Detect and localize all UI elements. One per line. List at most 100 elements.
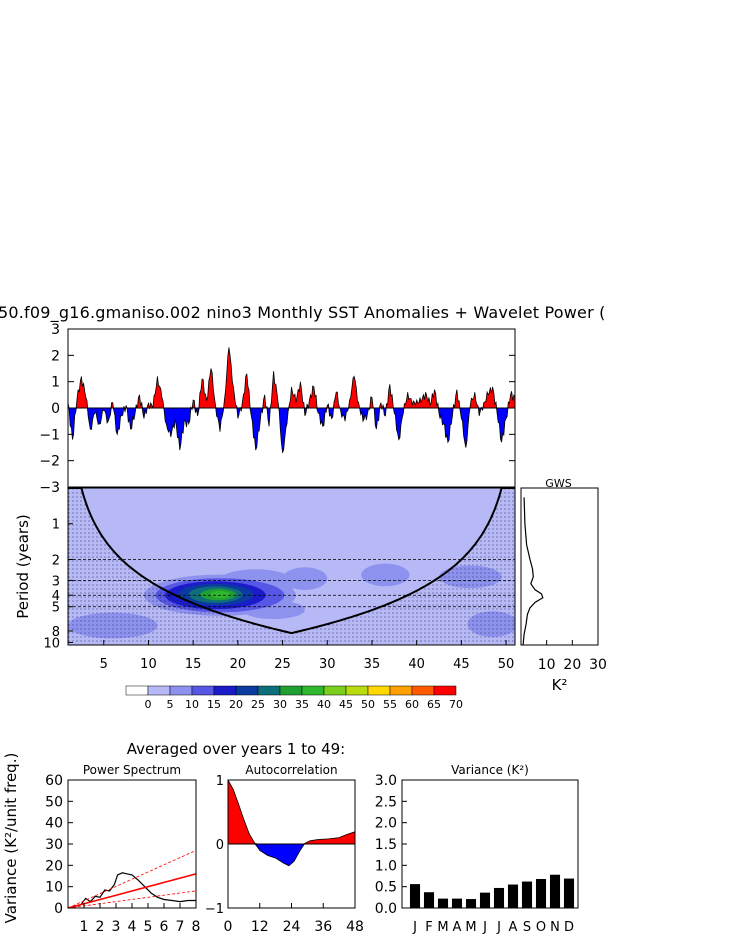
wavelet-ytick-label: 4 (52, 589, 60, 604)
variance-ytick-label: 3.0 (375, 773, 397, 789)
anomaly-ytick-label: −3 (39, 480, 60, 496)
wavelet-ytick-label: 2 (52, 553, 60, 568)
gws-line (522, 497, 544, 646)
gws-frame (520, 487, 599, 646)
variance-bar (423, 892, 435, 908)
autocorrelation-ytick-label: 0 (216, 838, 224, 853)
variance-xtick-label: F (425, 920, 432, 935)
colorbar-swatch (125, 685, 149, 696)
colorbar-label: 50 (361, 698, 375, 711)
variance-ytick-label: 0.5 (375, 880, 397, 896)
power-spectrum-xtick-label: 8 (192, 919, 201, 935)
power-spectrum-ytick-label: 0 (54, 901, 63, 917)
power-spectrum-ytick-label: 20 (45, 858, 63, 874)
main-title: 50.f09_g16.gmaniso.002 nino3 Monthly SST… (0, 303, 606, 322)
wavelet-xtick-label: 40 (408, 657, 425, 672)
anomaly-ytick-label: −2 (39, 454, 60, 470)
anomaly-outline (68, 347, 515, 453)
power-spectrum-frame (67, 779, 197, 909)
gws-xlabel: K² (552, 676, 568, 694)
power-spectrum-ytick-label: 40 (45, 816, 63, 832)
variance-xtick-label: J (412, 920, 417, 935)
colorbar-swatch (279, 685, 303, 696)
power-spectrum-ylabel: Variance (K²/unit freq.) (2, 753, 20, 924)
colorbar-swatch (257, 685, 281, 696)
wavelet-xtick-label: 5 (100, 657, 108, 672)
colorbar-label: 60 (405, 698, 419, 711)
wavelet-ytick-label: 8 (52, 625, 60, 640)
variance-xtick-label: J (482, 920, 487, 935)
colorbar-label: 5 (167, 698, 174, 711)
autocorrelation-xtick-label: 12 (251, 919, 269, 935)
colorbar-swatch (147, 685, 171, 696)
variance-bar (479, 892, 491, 908)
autocorrelation-ytick-label: −1 (205, 902, 224, 917)
colorbar-swatch (301, 685, 325, 696)
power-spectrum-title: Power Spectrum (83, 763, 181, 777)
wavelet-ytick-label: 5 (52, 601, 60, 616)
gws-xtick-label: 20 (563, 657, 581, 673)
colorbar-label: 35 (295, 698, 309, 711)
variance-xtick-label: A (509, 920, 518, 935)
power-spectrum-series (72, 872, 196, 908)
colorbar-label: 15 (207, 698, 221, 711)
power-spectrum-series (67, 890, 197, 909)
autocorrelation-positive-area (228, 780, 355, 844)
wavelet-xtick-label: 50 (498, 657, 515, 672)
variance-xtick-label: A (453, 920, 462, 935)
autocorrelation-xtick-label: 24 (283, 919, 301, 935)
variance-ytick-label: 1.0 (375, 858, 397, 874)
wavelet-frame (67, 487, 516, 646)
anomaly-ytick-label: 0 (51, 401, 60, 417)
power-spectrum-xtick-label: 3 (112, 919, 121, 935)
variance-bar (409, 884, 421, 908)
variance-bar (563, 878, 575, 908)
colorbar-label: 30 (273, 698, 287, 711)
variance-bar (507, 884, 519, 908)
power-spectrum-series (67, 850, 197, 909)
colorbar: 0 5 10 15 20 25 30 35 40 45 50 55 60 65 70 (125, 685, 463, 711)
colorbar-label: 20 (229, 698, 243, 711)
anomaly-negative-area (68, 408, 515, 453)
anomaly-ytick-label: 1 (51, 375, 60, 391)
colorbar-label: 10 (185, 698, 199, 711)
wavelet-power-contour (282, 567, 328, 590)
variance-ytick-label: 1.5 (375, 837, 397, 853)
power-spectrum-ytick-label: 10 (45, 880, 63, 896)
power-spectrum-xtick-label: 6 (160, 919, 169, 935)
power-spectrum-ytick-label: 50 (45, 794, 63, 810)
averaged-title: Averaged over years 1 to 49: (127, 740, 345, 758)
colorbar-label: 25 (251, 698, 265, 711)
wavelet-ylabel: Period (years) (14, 514, 32, 619)
gws-xtick-label: 30 (589, 657, 607, 673)
colorbar-swatch (367, 685, 391, 696)
power-spectrum-xtick-label: 5 (144, 919, 153, 935)
anomaly-ytick-label: 2 (51, 348, 60, 364)
colorbar-swatch (191, 685, 215, 696)
colorbar-swatch (389, 685, 413, 696)
gws-title: GWS (545, 477, 571, 490)
colorbar-swatch (213, 685, 237, 696)
wavelet-power-contour (361, 563, 410, 587)
variance-ytick-label: 0.0 (375, 901, 397, 917)
wavelet-power-contour (210, 590, 230, 599)
wavelet-xtick-label: 35 (364, 657, 381, 672)
power-spectrum-xtick-label: 1 (80, 919, 89, 935)
colorbar-label: 0 (145, 698, 152, 711)
colorbar-swatch (169, 685, 193, 696)
colorbar-label: 65 (427, 698, 441, 711)
wavelet-xtick-label: 25 (274, 657, 291, 672)
wavelet-xtick-label: 10 (140, 657, 157, 672)
variance-bar (535, 878, 547, 908)
colorbar-label: 45 (339, 698, 353, 711)
autocorrelation-negative-area (228, 844, 355, 866)
autocorrelation-title: Autocorrelation (245, 763, 337, 777)
colorbar-label: 40 (317, 698, 331, 711)
variance-bar (451, 898, 463, 908)
sst-anomaly-panel: 3 2 1 0 −1 −2 −3 (39, 322, 516, 496)
variance-bar (437, 898, 449, 908)
variance-panel: Variance (K²)J F M A M J J A S O N D0.00.51.01.52.0… (375, 763, 579, 935)
